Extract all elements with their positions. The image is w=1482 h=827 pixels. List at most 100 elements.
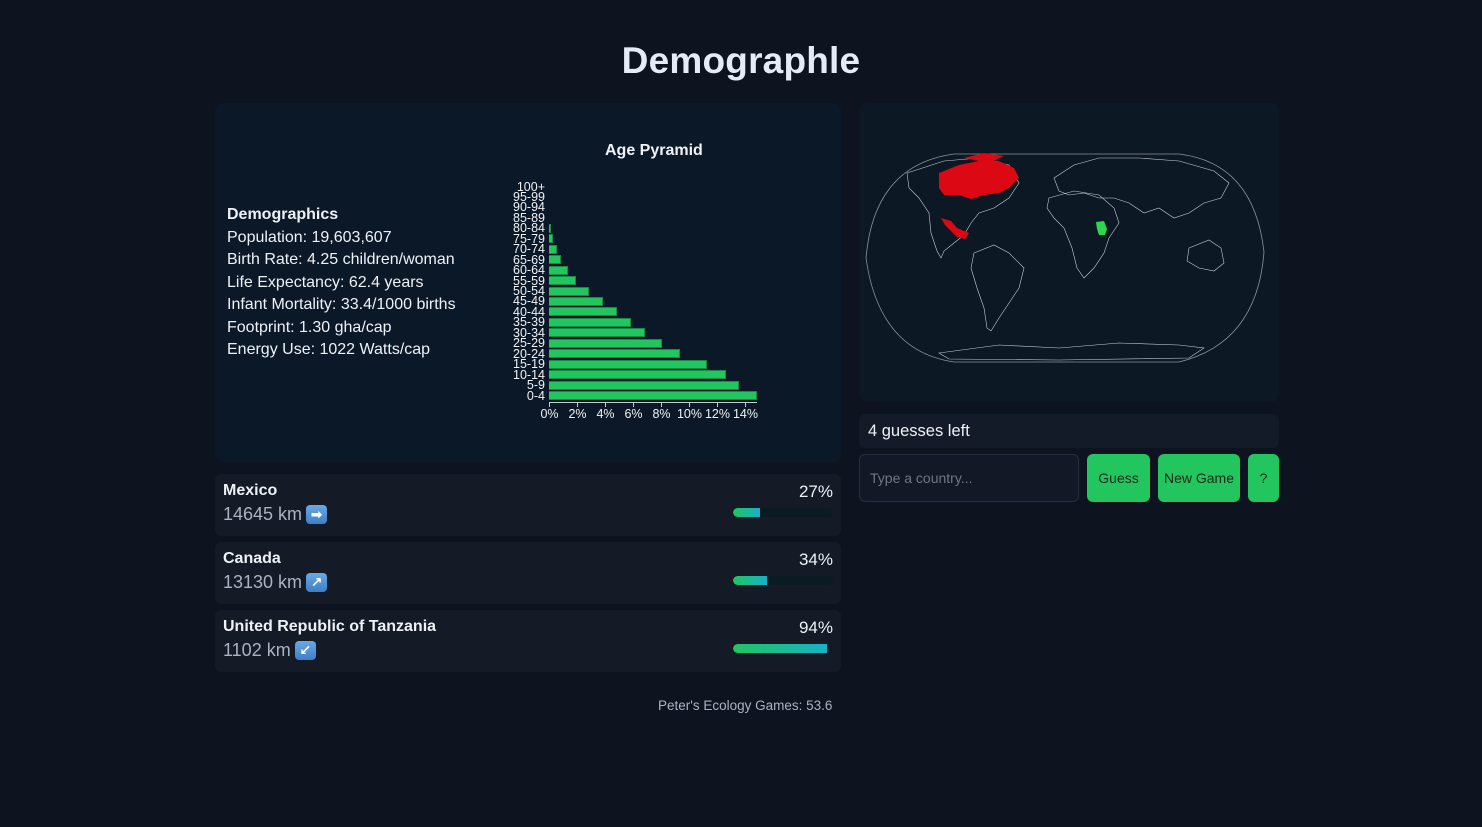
age-pyramid-chart: 100+ 95-99 90-94 85-89 80-84 75-79 70-74 65-69 6…: [215, 103, 841, 462]
y-axis-label: 65-69: [513, 252, 545, 267]
guess-distance: 1102 km ↙: [223, 640, 316, 661]
x-tick-label: 14%: [732, 406, 759, 421]
proximity-percent: 34%: [798, 550, 833, 569]
demographics-panel: Demographics Population: 19,603,607 Birt…: [215, 103, 841, 462]
x-tick: [661, 401, 662, 407]
canada-islands: [964, 153, 1004, 163]
age-bar: [549, 255, 561, 265]
guess-row: United Republic of Tanzania 1102 km ↙ 94…: [215, 610, 841, 672]
canada-highlight: [939, 161, 1019, 199]
guess-distance: 14645 km ➡: [223, 504, 328, 525]
x-tick: [717, 401, 718, 407]
age-bar: [549, 234, 554, 244]
age-bar: [549, 391, 757, 400]
distance-value: 13130 km: [223, 572, 303, 592]
y-axis-label: 40-44: [513, 304, 545, 319]
y-axis-label: 45-49: [513, 294, 545, 309]
guesses-left-status: 4 guesses left: [859, 414, 1279, 448]
y-axis-label: 25-29: [513, 336, 545, 351]
chart-title: Age Pyramid: [605, 142, 703, 159]
y-axis-label: 50-54: [513, 284, 545, 298]
guess-distance: 13130 km ↗: [223, 572, 328, 593]
y-axis-label: 5-9: [526, 378, 545, 393]
age-bar: [549, 380, 740, 390]
y-axis-label: 85-89: [513, 210, 545, 225]
eurasia-outline: [1053, 157, 1230, 219]
y-axis-label: 15-19: [513, 357, 545, 372]
age-bar: [549, 349, 680, 359]
life-expectancy-stat: Life Expectancy: 62.4 years: [227, 273, 424, 291]
y-axis-label: 70-74: [513, 242, 545, 257]
y-axis-label: 30-34: [513, 325, 545, 340]
infant-mortality-stat: Infant Mortality: 33.4/1000 births: [227, 296, 456, 313]
new-game-button[interactable]: New Game: [1158, 454, 1240, 502]
australia-outline: [1186, 239, 1225, 272]
y-axis-label: 80-84: [513, 221, 545, 236]
footprint-stat: Footprint: 1.30 gha/cap: [227, 318, 392, 336]
age-bar: [549, 359, 708, 369]
guess-row: Canada 13130 km ↗ 34%: [215, 542, 841, 604]
world-map[interactable]: [859, 103, 1279, 402]
proximity-bar: [733, 644, 833, 653]
energy-use-stat: Energy Use: 1022 Watts/cap: [227, 341, 431, 358]
x-tick: [577, 401, 578, 407]
x-tick-label: 0%: [540, 406, 559, 421]
x-tick-label: 2%: [568, 406, 587, 421]
arrow-down-left-icon: ↙: [294, 641, 316, 660]
y-axis-label: 55-59: [513, 273, 545, 288]
age-bar: [549, 265, 568, 275]
x-tick-label: 4%: [596, 406, 615, 421]
antarctica-outline: [938, 342, 1205, 361]
mexico-highlight: [941, 218, 969, 239]
x-tick: [745, 401, 746, 407]
x-axis: [549, 401, 757, 403]
x-tick-label: 10%: [676, 406, 703, 421]
y-axis-label: 100+: [516, 179, 545, 194]
x-tick-label: 6%: [624, 406, 643, 421]
age-bar: [549, 244, 557, 254]
guess-country: United Republic of Tanzania: [223, 618, 437, 635]
age-bar: [549, 276, 577, 286]
age-bar: [549, 223, 552, 233]
demographics-heading: Demographics: [227, 206, 339, 223]
y-axis-label: 90-94: [513, 200, 545, 215]
guess-country: Canada: [223, 550, 281, 567]
age-bar: [549, 317, 631, 327]
proximity-percent: 94%: [798, 618, 833, 637]
proximity-fill: [733, 576, 767, 585]
x-tick: [605, 401, 606, 407]
africa-outline: [1046, 190, 1120, 279]
guess-row: Mexico 14645 km ➡ 27%: [215, 474, 841, 536]
guess-button[interactable]: Guess: [1087, 454, 1150, 502]
proximity-bar: [733, 576, 833, 585]
y-axis-label: 0-4: [526, 388, 545, 403]
help-button[interactable]: ?: [1248, 454, 1279, 502]
footer-text: Peter's Ecology Games: 53.6: [658, 698, 833, 713]
age-bar: [549, 328, 645, 338]
world-map-svg: [865, 153, 1265, 363]
demographics-stats: Demographics Population: 19,603,607 Birt…: [227, 204, 456, 362]
age-bar: [549, 296, 603, 306]
population-stat: Population: 19,603,607: [227, 228, 392, 246]
proximity-fill: [733, 508, 760, 517]
x-tick-label: 12%: [704, 406, 731, 421]
age-bar: [549, 286, 589, 296]
country-input[interactable]: [859, 454, 1079, 502]
x-tick: [689, 401, 690, 407]
age-bar: [549, 307, 617, 317]
guess-country: Mexico: [223, 482, 278, 499]
x-tick: [549, 401, 550, 407]
distance-value: 14645 km: [223, 504, 303, 524]
arrow-right-icon: ➡: [306, 505, 328, 524]
proximity-bar: [733, 508, 833, 517]
age-bar: [549, 338, 662, 348]
south-america-outline: [970, 244, 1025, 332]
y-axis-label: 20-24: [513, 346, 545, 361]
birth-rate-stat: Birth Rate: 4.25 children/woman: [227, 251, 455, 268]
page-title: Demographle: [621, 40, 861, 81]
globe-outline: [865, 153, 1265, 363]
tanzania-highlight: [1096, 221, 1107, 235]
distance-value: 1102 km: [223, 640, 291, 660]
y-axis-label: 10-14: [513, 367, 545, 382]
arrow-up-right-icon: ↗: [306, 573, 328, 592]
